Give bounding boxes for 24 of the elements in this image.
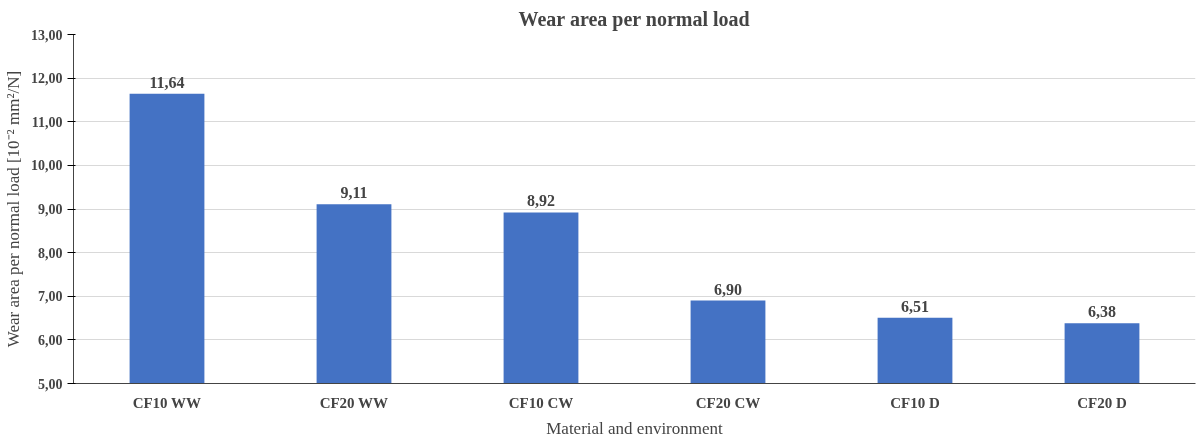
y-tick-label: 5,00 [38, 376, 63, 392]
y-tick-label: 13,00 [31, 27, 63, 43]
y-tick-label: 8,00 [38, 245, 63, 261]
data-label: 9,11 [340, 184, 368, 202]
y-tick-label: 7,00 [38, 289, 63, 305]
data-label: 6,90 [714, 280, 742, 298]
y-tick-label: 10,00 [31, 158, 63, 174]
data-label: 6,51 [901, 297, 929, 315]
y-tick-label: 6,00 [38, 332, 63, 348]
y-tick-label: 11,00 [31, 114, 63, 130]
x-tick-label: CF10 CW [508, 394, 574, 411]
x-tick-label: CF20 CW [695, 394, 761, 411]
x-tick-label: CF10 D [890, 394, 940, 411]
chart-title: Wear area per normal load [518, 7, 750, 31]
x-tick-label: CF20 WW [319, 394, 389, 411]
x-axis-title: Material and environment [546, 418, 724, 438]
y-tick-label: 9,00 [38, 202, 63, 217]
data-label: 6,38 [1088, 303, 1116, 321]
y-axis-title: Wear area per normal load [10⁻² mm²/N] [4, 70, 23, 348]
data-label: 11,64 [149, 73, 185, 91]
x-tick-label: CF20 D [1077, 394, 1127, 411]
x-tick-label: CF10 WW [132, 394, 202, 411]
data-label: 8,92 [527, 192, 555, 210]
y-tick-label: 12,00 [31, 71, 63, 87]
